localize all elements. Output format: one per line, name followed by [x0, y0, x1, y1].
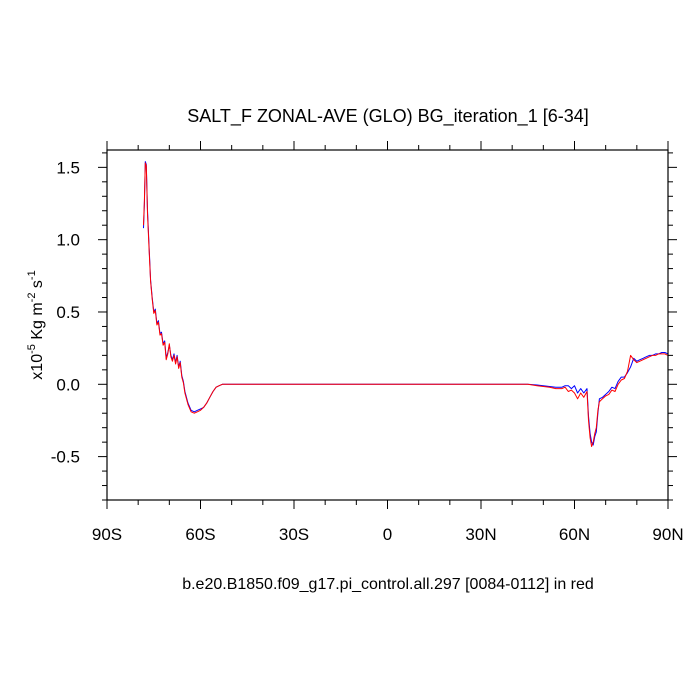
y-tick-label: -0.5	[51, 448, 80, 467]
series-line-1	[143, 162, 669, 447]
x-tick-label: 90N	[652, 525, 683, 544]
y-tick-label: 0.5	[56, 303, 80, 322]
y-tick-label: 1.5	[56, 158, 80, 177]
y-tick-label: 1.0	[56, 231, 80, 250]
x-tick-label: 30N	[465, 525, 496, 544]
x-tick-label: 30S	[279, 525, 309, 544]
y-tick-labels: -0.5 0.0 0.5 1.0 1.5	[51, 158, 80, 466]
series-layer	[143, 161, 669, 447]
y-tick-label: 0.0	[56, 375, 80, 394]
x-axis-label: b.e20.B1850.f09_g17.pi_control.all.297 […	[182, 576, 594, 593]
chart-title: SALT_F ZONAL-AVE (GLO) BG_iteration_1 [6…	[187, 106, 588, 127]
x-tick-label: 60N	[559, 525, 590, 544]
x-tick-label: 60S	[185, 525, 215, 544]
plot-frame	[106, 149, 669, 501]
x-tick-label: 0	[383, 525, 392, 544]
axis-ticks	[98, 141, 677, 509]
x-tick-label: 90S	[92, 525, 122, 544]
series-line-0	[143, 161, 669, 446]
y-axis-label: x10-5 Kg m-2 s-1	[26, 270, 46, 379]
x-tick-labels: 90S 60S 30S 0 30N 60N 90N	[92, 525, 684, 544]
